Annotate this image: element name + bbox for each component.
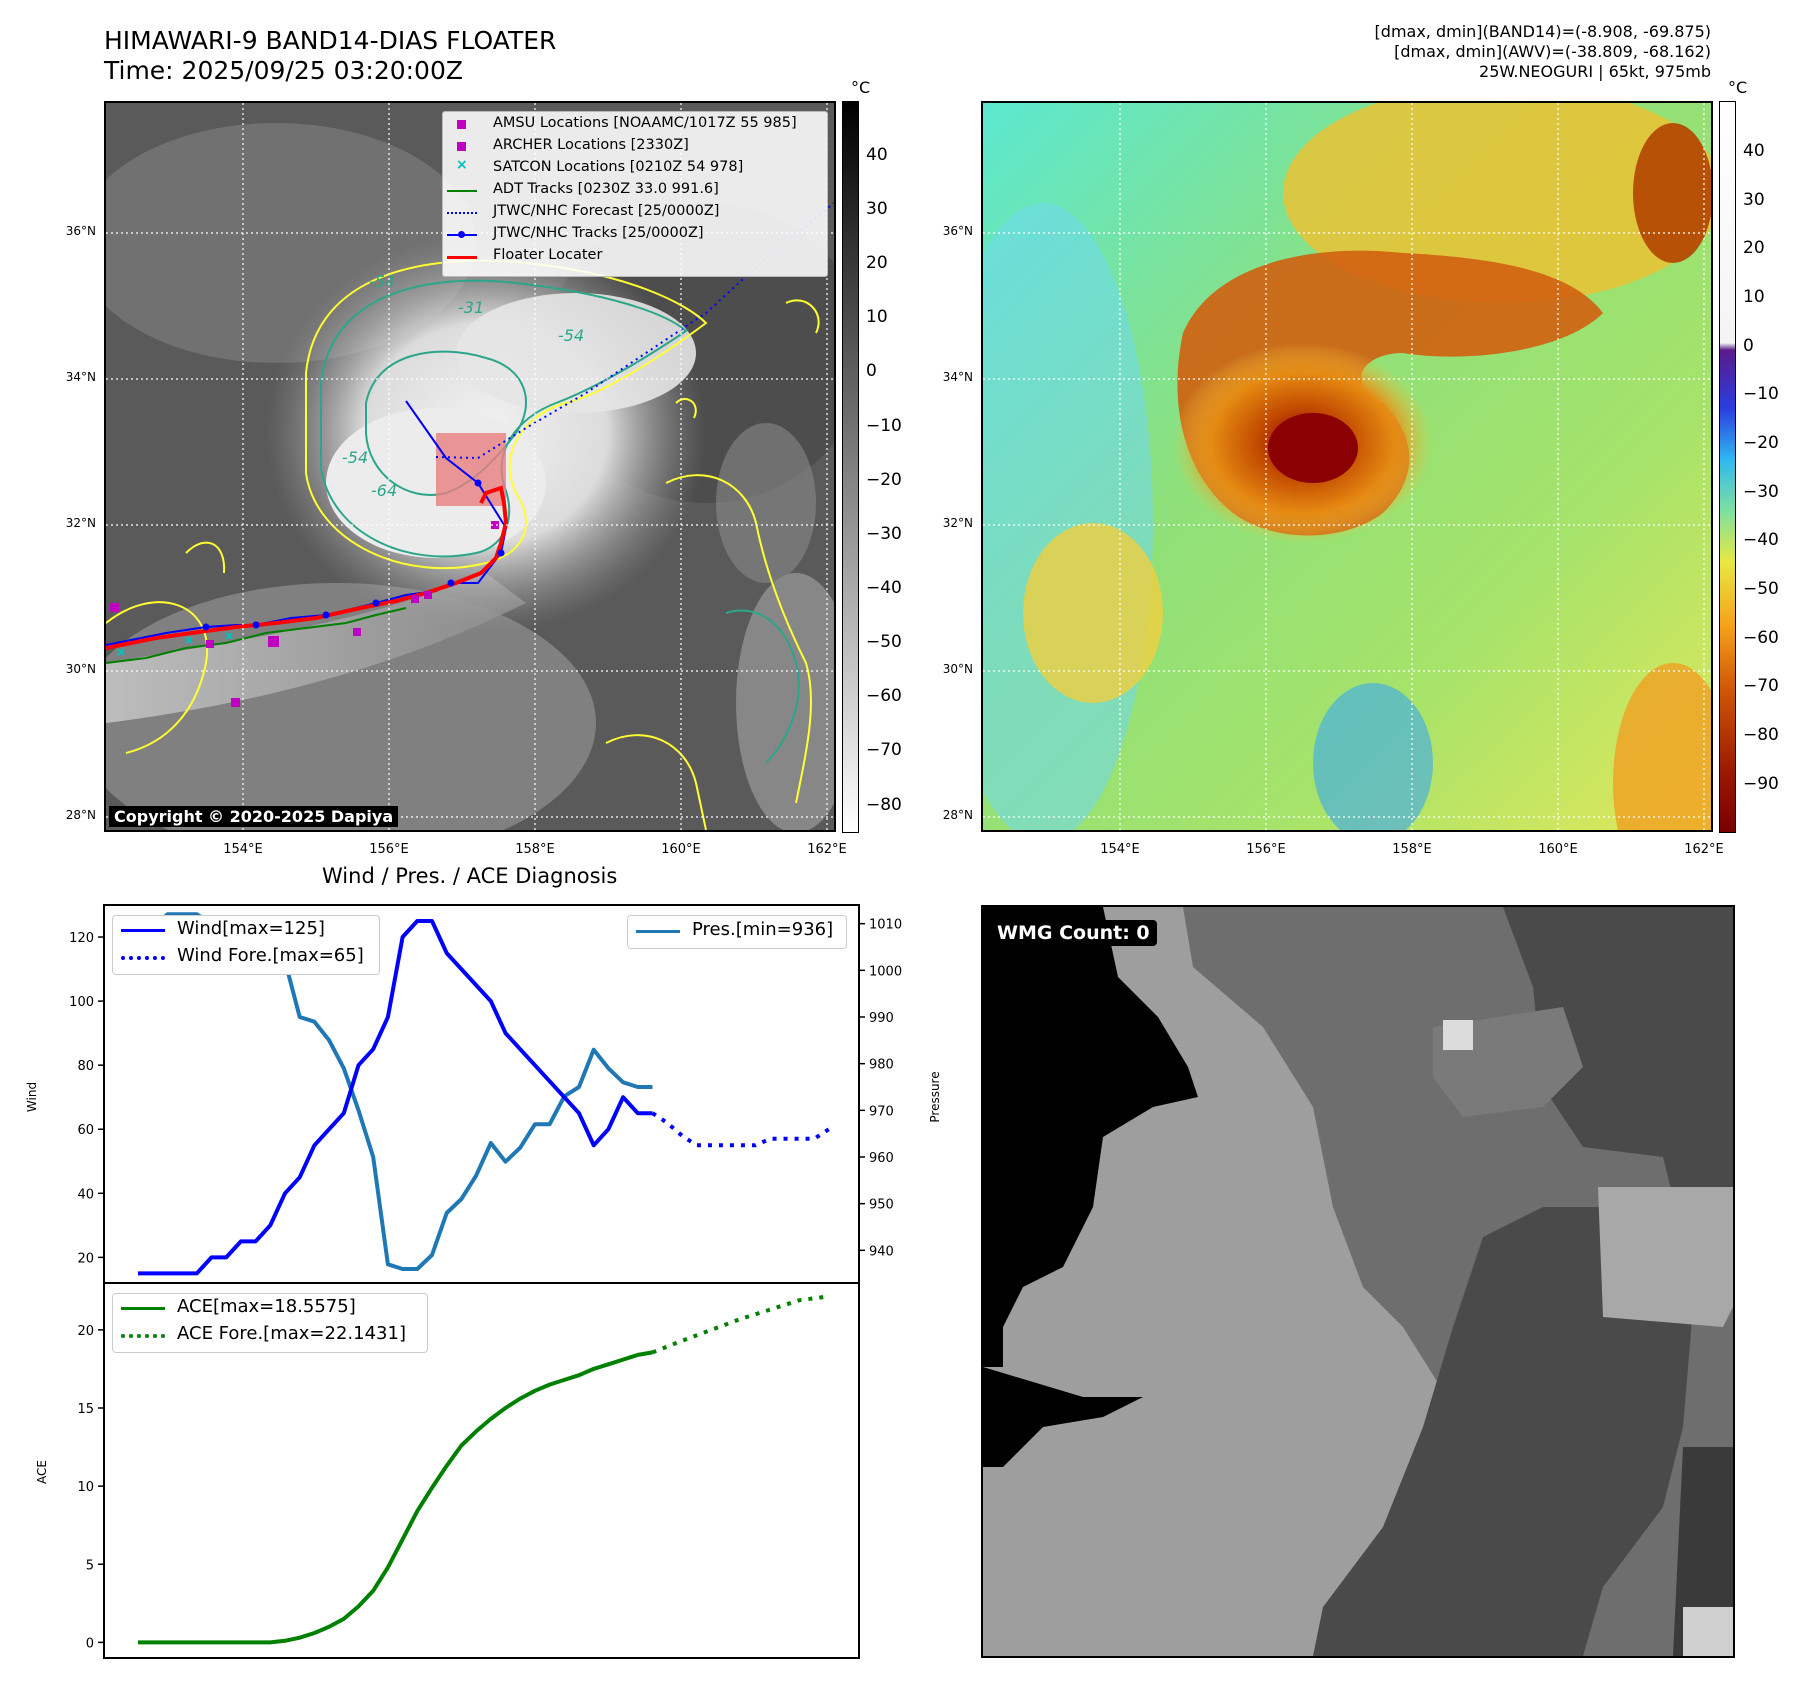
copyright-badge: Copyright © 2020-2025 Dapiya: [109, 806, 399, 827]
y-tick-label: 20: [77, 1251, 94, 1266]
y2-tick-label: 950: [869, 1198, 894, 1213]
wmg-image: [983, 907, 1733, 1656]
awv-map-image: [983, 103, 1711, 830]
y2-tick-label: 940: [869, 1244, 894, 1259]
awv-gridlines: [983, 103, 1711, 830]
stats-band14: [dmax, dmin](BAND14)=(-8.908, -69.875): [1374, 22, 1711, 41]
y2-tick-label: 980: [869, 1058, 894, 1073]
contour-label-4: -54: [342, 448, 368, 467]
ace-plot-frame: [103, 1282, 860, 1659]
awv-satellite-map: [981, 101, 1713, 832]
storm-stats: [dmax, dmin](BAND14)=(-8.908, -69.875) […: [1375, 22, 1711, 82]
stats-storm: 25W.NEOGURI | 65kt, 975mb: [1479, 62, 1711, 81]
title-line-2: Time: 2025/09/25 03:20:00Z: [104, 56, 463, 85]
jtwc-forecast-line: [435, 202, 834, 460]
floater-locater-track: [106, 485, 509, 650]
line-marker-icon: [447, 190, 477, 192]
y-tick-label: 0: [86, 1636, 94, 1651]
stats-awv: [dmax, dmin](AWV)=(-38.809, -68.162): [1394, 42, 1711, 61]
wmg-panel: WMG Count: 0: [981, 905, 1735, 1658]
amsu-markers: [110, 521, 499, 707]
contour-label-2: -31: [458, 298, 484, 317]
right-colorbar: [1719, 101, 1736, 833]
dotted-line-icon: [121, 956, 165, 960]
line-marker-icon: [447, 256, 477, 259]
y-tick-label: 120: [69, 931, 94, 946]
ir-satellite-map: -54 -31 -54 -54 -64: [104, 101, 836, 832]
left-colorbar-unit: °C: [851, 78, 871, 97]
jtwc-track-line: [106, 400, 508, 646]
legend-wind-label: Wind[max=125]: [177, 918, 325, 939]
y-tick-label: 80: [77, 1059, 94, 1074]
y-tick-label: 20: [77, 1324, 94, 1339]
contour-label-1: -54: [369, 272, 395, 291]
contour-label-3: -54: [558, 326, 584, 345]
y2-tick-label: 960: [869, 1151, 894, 1166]
wind-forecast-series-line: [651, 1111, 830, 1148]
right-colorbar-unit: °C: [1728, 78, 1748, 97]
title-line-1: HIMAWARI-9 BAND14-DIAS FLOATER: [104, 26, 557, 55]
pressure-legend: Pres.[min=936]: [627, 915, 847, 949]
ace-series-line: [138, 1350, 653, 1645]
contour-label-5: -64: [371, 481, 397, 500]
wind-series-line: [138, 919, 653, 1276]
map-legend: AMSU Locations [NOAAMC/1017Z 55 985] ARC…: [442, 111, 828, 277]
solid-line-icon: [121, 1307, 165, 1310]
legend-ace-fore-label: ACE Fore.[max=22.1431]: [177, 1323, 406, 1344]
legend-pres-label: Pres.[min=936]: [692, 919, 834, 940]
legend-wind-fore-label: Wind Fore.[max=65]: [177, 945, 364, 966]
wmg-count-badge: WMG Count: 0: [990, 920, 1157, 946]
y2-tick-label: 970: [869, 1104, 894, 1119]
left-colorbar: [842, 101, 859, 833]
y-tick-label: 5: [86, 1558, 94, 1573]
solid-line-icon: [636, 930, 680, 933]
square-marker-icon: [457, 120, 466, 129]
legend-ace-label: ACE[max=18.5575]: [177, 1296, 356, 1317]
diagnosis-title: Wind / Pres. / ACE Diagnosis: [322, 864, 618, 888]
adt-track-line: [106, 607, 407, 664]
y2-tick-label: 1000: [869, 964, 902, 979]
y-tick-label: 60: [77, 1123, 94, 1138]
ace-forecast-series-line: [651, 1294, 830, 1355]
y-tick-label: 15: [77, 1402, 94, 1417]
satcon-markers: [117, 632, 233, 656]
dotted-line-icon: [121, 1334, 165, 1338]
floater-box: [436, 433, 506, 506]
y-tick-label: 100: [69, 995, 94, 1010]
x-marker-icon: ×: [456, 157, 468, 173]
y2-tick-label: 990: [869, 1011, 894, 1026]
dotted-line-icon: [447, 212, 477, 214]
ace-legend: ACE[max=18.5575] ACE Fore.[max=22.1431]: [112, 1293, 428, 1353]
solid-line-icon: [121, 929, 165, 932]
wind-legend: Wind[max=125] Wind Fore.[max=65]: [112, 915, 380, 975]
figure-title: HIMAWARI-9 BAND14-DIAS FLOATER Time: 202…: [104, 26, 556, 86]
y2-tick-label: 1010: [869, 918, 902, 933]
y-tick-label: 10: [77, 1480, 94, 1495]
square-marker-icon: [457, 142, 466, 151]
y-tick-label: 40: [77, 1187, 94, 1202]
jtwc-track-points: [202, 479, 505, 631]
